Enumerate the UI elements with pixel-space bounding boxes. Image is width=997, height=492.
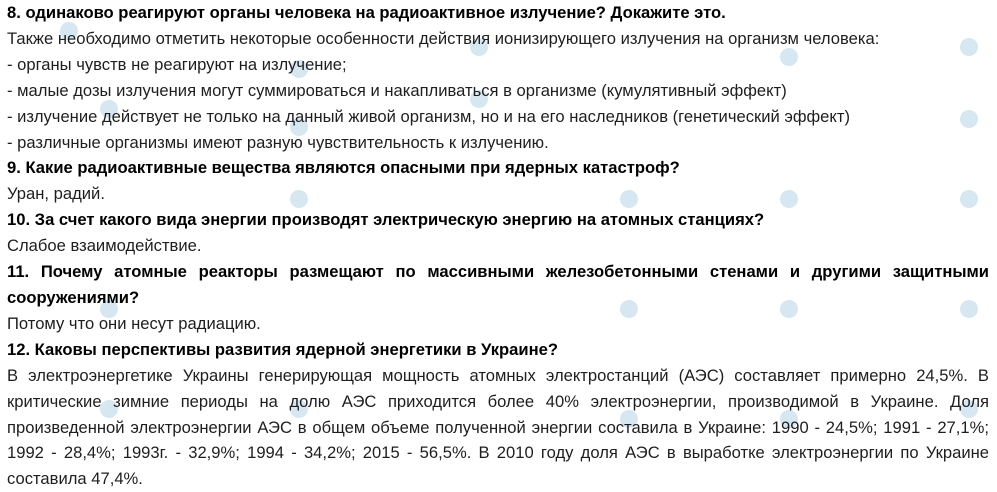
answer-8-item: - различные организмы имеют разную чувст… [7, 132, 549, 152]
question-12: 12. Каковы перспективы развития ядерной … [7, 339, 558, 359]
answer-11: Потому что они несут радиацию. [7, 313, 261, 333]
answer-8-intro: Также необходимо отметить некоторые особ… [7, 28, 880, 48]
answer-10: Слабое взаимодействие. [7, 236, 202, 256]
answer-12: В электроэнергетике Украины генерирующая… [7, 365, 989, 489]
answer-8-item: - органы чувств не реагируют на излучени… [7, 54, 347, 74]
answer-8-item: - излучение действует не только на данны… [7, 106, 850, 126]
answer-9: Уран, радий. [7, 184, 105, 204]
answer-8-item: - малые дозы излучения могут суммировать… [7, 80, 787, 100]
question-11: 11. Почему атомные реакторы размещают по… [7, 262, 989, 307]
question-10: 10. За счет какого вида энергии производ… [7, 210, 765, 230]
document-body: 8. одинаково реагируют органы человека н… [7, 0, 989, 492]
question-9: 9. Какие радиоактивные вещества являются… [7, 158, 680, 178]
question-8: 8. одинаково реагируют органы человека н… [7, 3, 726, 22]
